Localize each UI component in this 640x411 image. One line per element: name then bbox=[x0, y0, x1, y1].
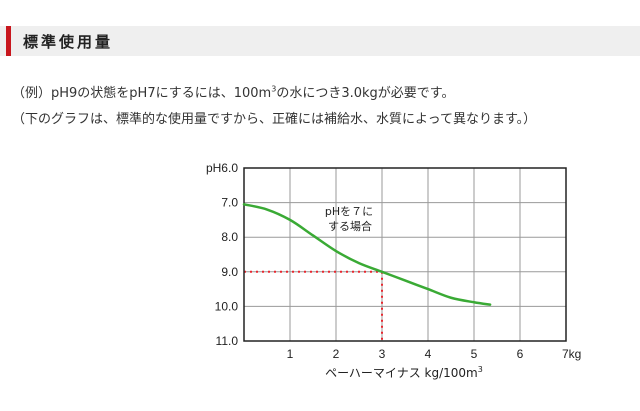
x-axis-label: ペーハーマイナス kg/100m3 bbox=[325, 365, 483, 380]
x-tick-label: 5 bbox=[471, 347, 478, 361]
chart-frame bbox=[243, 167, 567, 342]
description-line-1: （例）pH9の状態をpH7にするには、100m3の水につき3.0kgが必要です。 bbox=[12, 82, 454, 101]
x-tick-label: 2 bbox=[333, 347, 340, 361]
x-tick-label: 4 bbox=[425, 347, 432, 361]
usage-curve bbox=[242, 203, 492, 306]
superscript-3: 3 bbox=[271, 84, 277, 94]
y-tick-label: 10.0 bbox=[215, 299, 239, 313]
series-layer bbox=[242, 203, 492, 306]
y-tick-label: 9.0 bbox=[221, 265, 238, 279]
x-tick-label: 3 bbox=[379, 347, 386, 361]
header-accent-bar bbox=[6, 26, 11, 56]
x-tick-label: 1 bbox=[287, 347, 294, 361]
y-tick-label: 7.0 bbox=[221, 196, 238, 210]
reference-lines bbox=[244, 270, 383, 341]
chart-grid bbox=[244, 168, 566, 341]
section-title: 標準使用量 bbox=[23, 32, 114, 51]
section-header: 標準使用量 bbox=[0, 26, 640, 56]
x-tick-label: 7kg bbox=[562, 347, 581, 361]
description-line-1-text-end: の水につき3.0kgが必要です。 bbox=[276, 86, 455, 101]
x-axis-label-sup: 3 bbox=[478, 365, 483, 374]
y-tick-label: 11.0 bbox=[216, 334, 239, 348]
x-axis-label-text: ペーハーマイナス kg/100m bbox=[325, 366, 478, 380]
annotation-line-2: する場合 bbox=[328, 219, 372, 233]
description-line-2: （下のグラフは、標準的な使用量ですから、正確には補給水、水質によって異なります。… bbox=[12, 112, 537, 127]
annotation-line-1: pHを７に bbox=[325, 205, 373, 218]
y-tick-label: pH6.0 bbox=[206, 161, 238, 175]
x-tick-labels: 1 2 3 4 5 6 7kg bbox=[287, 347, 582, 361]
y-tick-labels: pH6.0 7.0 8.0 9.0 10.0 11.0 bbox=[206, 161, 238, 348]
y-tick-label: 8.0 bbox=[221, 230, 238, 244]
x-tick-label: 6 bbox=[517, 347, 524, 361]
description-line-1-text: （例）pH9の状態をpH7にするには、100m bbox=[12, 86, 272, 101]
